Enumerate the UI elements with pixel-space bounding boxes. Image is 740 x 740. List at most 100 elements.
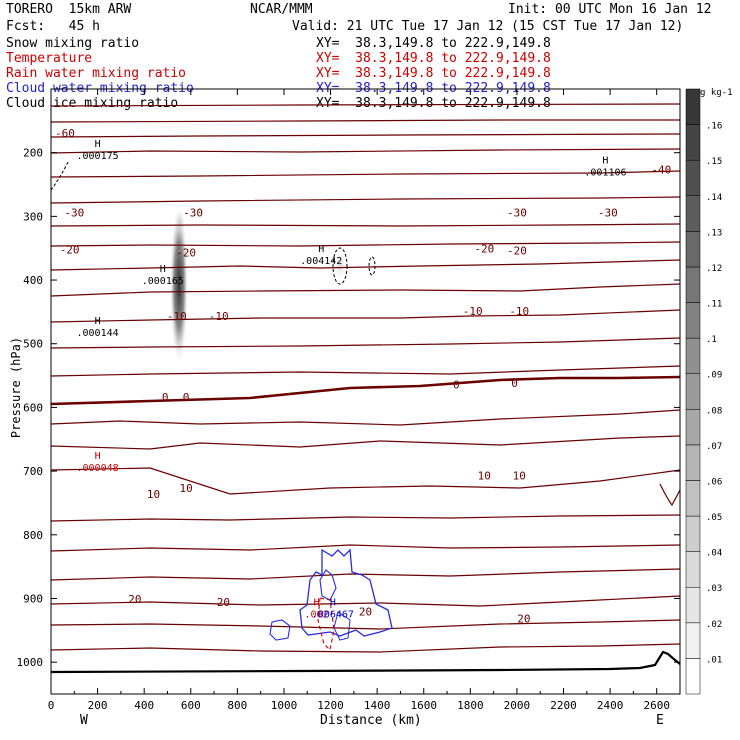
maximum-marker-h: H	[314, 598, 320, 609]
isotherm-line	[50, 409, 681, 426]
maximum-marker-h: H	[602, 156, 608, 167]
colorbar-level-label: .16	[706, 122, 722, 132]
maximum-marker-h: H	[95, 316, 101, 327]
isotherm-label: 10	[478, 469, 491, 482]
valid-time: Valid: 21 UTC Tue 17 Jan 12 (15 CST Tue …	[292, 19, 684, 34]
snow-contour-small	[368, 256, 376, 276]
isotherm-line	[50, 544, 681, 552]
isotherm-line	[50, 103, 681, 107]
isotherm-line	[50, 196, 681, 204]
colorbar-swatch	[685, 195, 701, 232]
isotherm-label: -10	[463, 305, 483, 318]
isotherm-dashed-segment	[50, 161, 69, 191]
y-tick-label: 800	[23, 529, 43, 542]
snow-shading-minor	[333, 251, 347, 279]
isotherm-label: -20	[60, 243, 80, 256]
west-endpoint: W	[80, 713, 88, 728]
snow-contour	[332, 247, 348, 285]
init-time: Init: 00 UTC Mon 16 Jan 12	[508, 2, 712, 17]
colorbar-swatch	[685, 658, 701, 695]
field-xy-temperature: XY= 38.3,149.8 to 222.9,149.8	[316, 51, 551, 66]
isotherm-line	[50, 223, 681, 227]
maximum-marker-h: H	[160, 264, 166, 275]
maximum-value-label: .000048	[77, 463, 119, 474]
x-tick-label: 800	[227, 699, 247, 712]
isotherm-line	[50, 435, 681, 450]
isotherm-label: -30	[64, 206, 84, 219]
maximum-marker-h: H	[95, 139, 101, 150]
isotherm-label: 0	[453, 378, 460, 391]
y-tick-label: 600	[23, 401, 43, 414]
isotherm-line	[50, 595, 681, 607]
maximum-value-label: .006467	[312, 610, 354, 621]
isotherm-line	[50, 148, 681, 154]
field-xy-snow: XY= 38.3,149.8 to 222.9,149.8	[316, 36, 551, 51]
isotherm-line	[50, 514, 681, 522]
x-tick-label: 2400	[597, 699, 624, 712]
isotherm-line	[50, 259, 681, 271]
colorbar-level-label: .13	[706, 228, 722, 238]
colorbar-swatch	[685, 444, 701, 481]
field-label-cloud-ice: Cloud ice mixing ratio	[6, 96, 179, 111]
isotherm-label: -40	[651, 164, 671, 177]
maximum-value-label: .004142	[300, 256, 342, 267]
x-tick-label: 2200	[550, 699, 577, 712]
colorbar-level-label: .02	[706, 620, 722, 630]
colorbar-swatch	[685, 409, 701, 446]
colorbar-level-label: .08	[706, 406, 722, 416]
isotherm-label: 20	[128, 593, 141, 606]
isotherm-line	[50, 241, 681, 247]
colorbar-level-label: .06	[706, 477, 722, 487]
field-label-snow: Snow mixing ratio	[6, 36, 140, 51]
field-label-cloud-water: Cloud water mixing ratio	[6, 81, 194, 96]
isotherm-line	[50, 309, 681, 323]
east-endpoint: E	[656, 713, 664, 728]
colorbar-level-label: .1	[706, 335, 717, 345]
colorbar-swatch	[685, 231, 701, 268]
colorbar-swatch	[685, 515, 701, 552]
x-tick-label: 1600	[410, 699, 437, 712]
colorbar-swatch	[685, 159, 701, 197]
colorbar-level-label: .07	[706, 442, 722, 452]
x-tick-label: 2600	[643, 699, 670, 712]
colorbar-level-label: .12	[706, 264, 722, 274]
maximum-value-label: .002	[305, 610, 329, 621]
x-tick-label: 600	[181, 699, 201, 712]
maximum-marker-h: H	[330, 598, 336, 609]
forecast-hour: Fcst: 45 h	[6, 19, 100, 34]
cloud-water-contour	[299, 548, 393, 637]
isotherm-label: -30	[507, 206, 527, 219]
y-tick-label: 400	[23, 274, 43, 287]
colorbar-level-label: .04	[706, 549, 722, 559]
isotherm-label: 0	[162, 391, 169, 404]
colorbar-swatch	[685, 586, 701, 624]
isotherm-label: 10	[179, 482, 192, 495]
model-title: TORERO 15km ARW	[6, 2, 132, 17]
isotherm-line	[50, 133, 681, 138]
x-axis-label: Distance (km)	[320, 713, 422, 728]
isotherm-label: 10	[513, 469, 526, 482]
isotherm-line	[50, 643, 681, 653]
y-tick-label: 1000	[17, 656, 44, 669]
isotherm-label: -10	[209, 310, 229, 323]
colorbar-swatch	[685, 551, 701, 588]
y-tick-label: 500	[23, 338, 43, 351]
field-label-rain: Rain water mixing ratio	[6, 66, 187, 81]
colorbar-level-label: .01	[706, 655, 722, 665]
colorbar-swatch	[685, 302, 701, 339]
isotherm-label: -20	[507, 245, 527, 258]
isotherm-label: 20	[359, 606, 372, 619]
isotherm-line	[50, 283, 681, 297]
y-tick-label: 300	[23, 210, 43, 223]
colorbar-level-label: .09	[706, 371, 722, 381]
field-xy-cloud-ice: XY= 38.3,149.8 to 222.9,149.8	[316, 96, 551, 111]
snow-shading-top	[175, 208, 185, 236]
isotherm-label: -60	[55, 127, 75, 140]
isotherm-label: -20	[176, 246, 196, 259]
isotherm-line	[50, 467, 681, 495]
isotherm-label: 20	[517, 613, 530, 626]
colorbar-swatch	[685, 480, 701, 517]
y-axis-label: Pressure (hPa)	[9, 336, 24, 439]
isotherm-line	[50, 365, 681, 377]
